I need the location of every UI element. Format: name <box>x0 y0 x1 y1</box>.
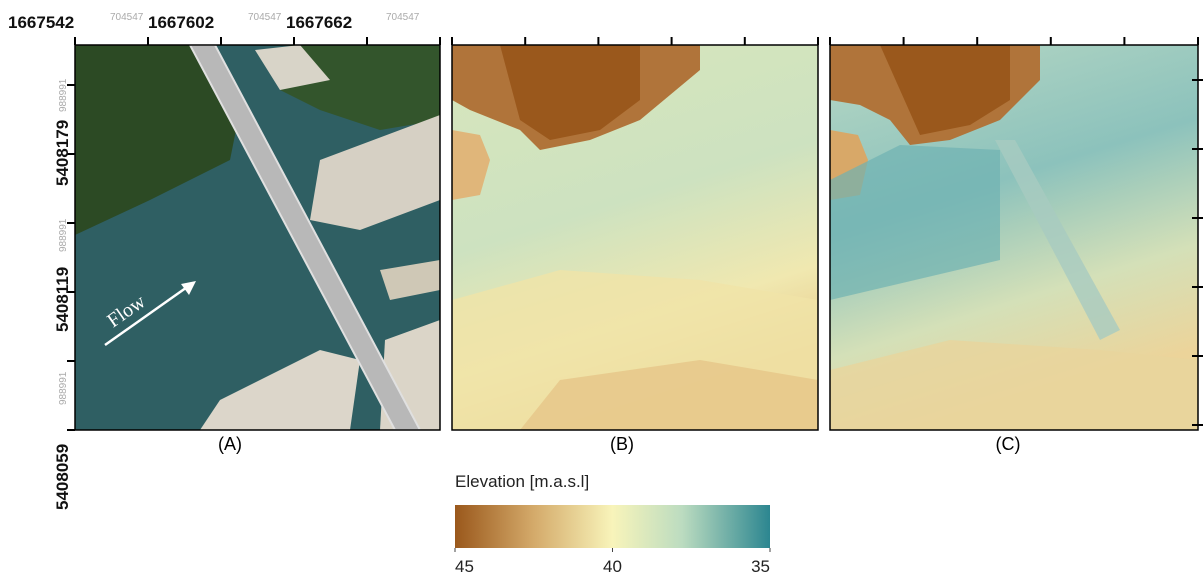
x-coordinate-minor: 704547 <box>248 12 282 23</box>
colorbar-title: Elevation [m.a.s.l] <box>455 472 589 491</box>
y-coordinate-minor: 988991 <box>58 371 69 405</box>
y-coordinate-minor: 988991 <box>58 78 69 112</box>
panel-label: (B) <box>610 434 634 454</box>
aerial-image <box>75 45 440 430</box>
colorbar <box>455 505 770 548</box>
axis-ticks <box>67 37 1203 431</box>
elevation-map-c <box>830 45 1198 430</box>
flow-arrowhead <box>181 281 196 295</box>
y-coordinate: 5408179 <box>53 120 72 186</box>
x-coordinate: 1667602 <box>148 13 214 32</box>
panel-frame <box>74 44 441 431</box>
panel-frame <box>451 44 819 431</box>
panel-frame <box>829 44 1199 431</box>
colorbar-ticks: 45 40 35 <box>454 548 771 576</box>
y-coordinate: 5408059 <box>53 444 72 510</box>
panel-label: (C) <box>996 434 1021 454</box>
colorbar-tick-label: 45 <box>455 557 474 576</box>
flow-arrow <box>104 283 191 347</box>
x-coordinate: 1667542 <box>8 13 74 32</box>
y-coordinate-minor: 988991 <box>58 218 69 252</box>
elevation-map-b <box>452 45 818 430</box>
x-coordinate-minor: 704547 <box>110 12 144 23</box>
x-coordinate-minor: 704547 <box>386 12 420 23</box>
x-coordinate: 1667662 <box>286 13 352 32</box>
y-coordinate: 5408119 <box>53 267 72 332</box>
colorbar-tick-label: 40 <box>603 557 622 576</box>
colorbar-tick-label: 35 <box>751 557 770 576</box>
panel-label: (A) <box>218 434 242 454</box>
